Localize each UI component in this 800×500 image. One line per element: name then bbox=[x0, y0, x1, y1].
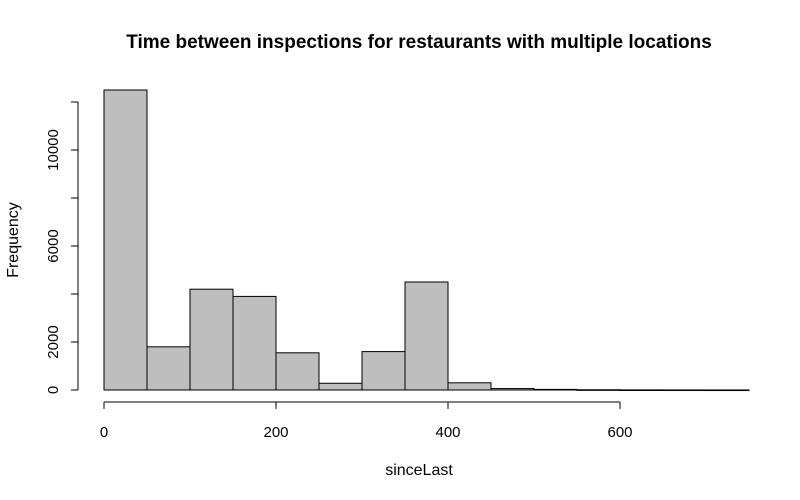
x-tick-label: 600 bbox=[607, 424, 632, 441]
histogram-bar bbox=[404, 281, 449, 391]
histogram-bar bbox=[533, 388, 578, 391]
histogram-bar bbox=[576, 389, 621, 391]
histogram-bar bbox=[490, 388, 535, 391]
y-tick-label: 6000 bbox=[45, 229, 62, 262]
histogram-bar bbox=[146, 346, 191, 391]
histogram-bar bbox=[318, 382, 363, 391]
x-axis: 0 200 400 600 bbox=[100, 401, 633, 441]
histogram-bar bbox=[232, 295, 277, 391]
y-axis: 0 2000 6000 10000 bbox=[45, 101, 79, 394]
x-tick-label: 200 bbox=[263, 424, 288, 441]
histogram-bar bbox=[662, 389, 707, 392]
y-tick-label: 0 bbox=[45, 386, 62, 394]
histogram-bar bbox=[705, 389, 750, 392]
y-tick-label: 2000 bbox=[45, 325, 62, 358]
chart-title: Time between inspections for restaurants… bbox=[126, 32, 712, 53]
histogram-bar bbox=[361, 351, 406, 391]
x-axis-label: sinceLast bbox=[385, 462, 453, 479]
x-tick-label: 0 bbox=[100, 424, 108, 441]
x-tick-label: 400 bbox=[435, 424, 460, 441]
histogram-bar bbox=[447, 382, 492, 391]
histogram-bar bbox=[619, 389, 664, 391]
y-axis-label: Frequency bbox=[5, 202, 22, 278]
histogram-bar bbox=[103, 89, 148, 391]
histogram-bar bbox=[275, 352, 320, 391]
y-tick-label: 10000 bbox=[45, 129, 62, 171]
histogram-bar bbox=[189, 288, 234, 391]
bars-group bbox=[103, 89, 750, 392]
